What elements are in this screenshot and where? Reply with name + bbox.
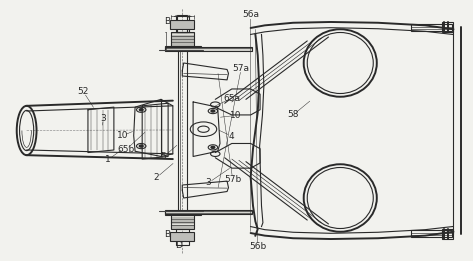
Bar [165,46,201,50]
Bar [170,20,194,29]
Bar [165,210,252,213]
Text: 57a: 57a [233,64,250,73]
Bar [171,32,194,48]
Bar [170,232,194,241]
Text: B: B [164,17,170,26]
Text: 2: 2 [154,173,159,182]
Bar [411,230,453,238]
Text: 3: 3 [205,179,211,187]
Text: 1: 1 [105,155,111,164]
Text: B: B [164,230,170,239]
Text: 65a: 65a [223,93,240,103]
Bar [171,213,194,229]
Bar [165,211,201,215]
Bar [442,229,454,239]
Circle shape [140,109,143,111]
Bar [165,48,252,51]
Text: 5: 5 [160,152,166,162]
Bar [442,22,454,32]
Text: D: D [175,241,183,250]
Text: 10: 10 [230,111,241,120]
Text: 56b: 56b [249,242,266,251]
Bar [175,229,189,245]
Text: 4: 4 [229,132,235,141]
Text: 3: 3 [101,114,106,122]
Text: 52: 52 [78,87,89,96]
Circle shape [140,145,143,147]
Text: 56a: 56a [242,10,259,20]
Text: 58: 58 [287,110,299,120]
Text: 65b: 65b [117,145,134,155]
Circle shape [211,110,215,112]
Bar [175,16,189,32]
Bar [411,23,453,31]
Circle shape [211,146,215,149]
Bar [177,15,187,32]
Text: 10: 10 [117,131,128,140]
Bar [178,50,187,211]
Text: 57b: 57b [224,175,241,184]
